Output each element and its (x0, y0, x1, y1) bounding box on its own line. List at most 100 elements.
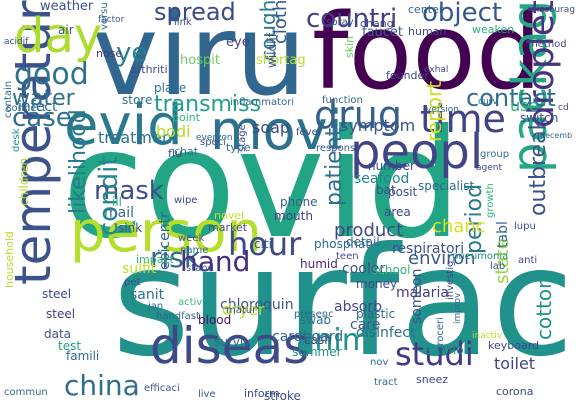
cloud-word: activ (178, 297, 203, 308)
cloud-word: commun (4, 387, 48, 398)
cloud-word: care (350, 317, 381, 333)
cloud-word: skin (343, 35, 356, 58)
cloud-word: pet (124, 277, 141, 288)
cloud-word: anim (296, 323, 371, 358)
cloud-word: data (44, 327, 72, 341)
cloud-word: investig (445, 260, 456, 300)
cloud-word: drug (314, 93, 402, 137)
cloud-word: cardboard (272, 329, 344, 345)
cloud-word: posit (388, 185, 418, 199)
cloud-word: plastic (356, 307, 396, 321)
cloud-word: presenc (294, 309, 334, 320)
cloud-word: water (12, 86, 75, 111)
cloud-word: everyon (196, 133, 233, 143)
cloud-word: person (70, 200, 262, 265)
cloud-word: live (198, 389, 216, 400)
cloud-word: impact (136, 253, 174, 266)
cloud-word: respiratori (392, 241, 465, 257)
cloud-word: groceri (435, 317, 446, 352)
cloud-word: chang (360, 17, 394, 30)
cloud-word: discourag (531, 5, 575, 15)
cloud-word: teen (336, 251, 359, 262)
cloud-word: link (174, 17, 192, 28)
cloud-word: money (356, 277, 398, 291)
cloud-word: evid (64, 93, 183, 158)
cloud-word: spread (154, 0, 236, 26)
cloud-word: bodi (156, 122, 191, 141)
cloud-word: curv (478, 97, 498, 107)
cloud-word: sink (118, 221, 143, 235)
cloud-word: likelihood (66, 109, 91, 214)
cloud-word: lupu (514, 221, 536, 232)
cloud-word: specialist (418, 179, 475, 193)
cloud-word: air (58, 23, 74, 37)
cloud-word: type (226, 141, 251, 154)
cloud-word: object (422, 0, 503, 28)
cloud-word: sneez (416, 373, 449, 386)
cloud-word: ill (112, 195, 123, 209)
cloud-word: someon (409, 268, 425, 324)
cloud-word: humid (300, 257, 338, 271)
cloud-word: product (334, 220, 404, 241)
cloud-word: place (154, 81, 187, 95)
cloud-word: movi (210, 99, 343, 162)
cloud-word: stroke (264, 389, 301, 403)
cloud-word: school (372, 263, 411, 277)
cloud-word: infect (18, 99, 58, 115)
cloud-word: handfast (156, 311, 200, 322)
cloud-word: eye (226, 35, 250, 50)
cloud-word: area (384, 205, 411, 219)
cloud-word: faucet (362, 25, 404, 40)
cloud-word: studi (395, 335, 474, 373)
cloud-word: switch (520, 111, 559, 125)
cloud-word: store (122, 93, 153, 107)
cloud-word: center (408, 3, 444, 16)
cloud-word: respons (316, 143, 356, 154)
cloud-word: market (208, 221, 248, 234)
cloud-word: connect (6, 103, 46, 114)
cloud-word: inactiv (472, 331, 503, 341)
cloud-word: day (14, 8, 103, 64)
cloud-word: fever (296, 127, 322, 138)
cloud-word: treatment (98, 128, 179, 147)
cloud-word: decemb (540, 131, 573, 140)
cloud-word: mask (94, 176, 164, 206)
cloud-word: viru (92, 0, 307, 121)
cloud-word: chanc (432, 216, 486, 237)
cloud-word: cash (304, 333, 332, 347)
cloud-word: corona (496, 385, 534, 398)
cloud-word: contain (3, 80, 14, 118)
cloud-word: factor (98, 15, 125, 25)
cloud-word: food (312, 0, 542, 113)
cloud-word: efficaci (144, 383, 180, 394)
cloud-word: chloroquin (220, 297, 294, 313)
cloud-word: jan (148, 301, 164, 312)
cloud-word: disinfect (356, 325, 416, 341)
cloud-word: flu (168, 147, 182, 160)
cloud-word: malaria (396, 285, 449, 301)
cloud-word: hour (228, 225, 302, 263)
cloud-word: function (322, 95, 363, 106)
cloud-word: chat (174, 145, 199, 158)
cloud-word: sulfit (122, 261, 157, 277)
cloud-word: matur (226, 305, 257, 316)
cloud-word: citi (254, 237, 272, 251)
cloud-word: surviv (214, 335, 251, 349)
cloud-word: summer (292, 345, 342, 359)
cloud-word: steel (46, 307, 76, 321)
cloud-word: household (3, 231, 16, 288)
cloud-word: case (12, 103, 72, 133)
cloud-word: number (368, 159, 415, 173)
cloud-word: desk (11, 128, 22, 152)
cloud-word: stage (237, 124, 248, 152)
cloud-word: symptom (340, 116, 416, 135)
cloud-word: phone (280, 195, 318, 209)
cloud-word: blood (198, 313, 232, 327)
cloud-word: famili (66, 349, 100, 363)
cloud-word: children (17, 157, 31, 206)
cloud-word: tract (374, 377, 398, 388)
cloud-word: china (64, 369, 140, 402)
cloud-word: weaken (472, 23, 515, 36)
cloud-word: lab (490, 261, 506, 272)
